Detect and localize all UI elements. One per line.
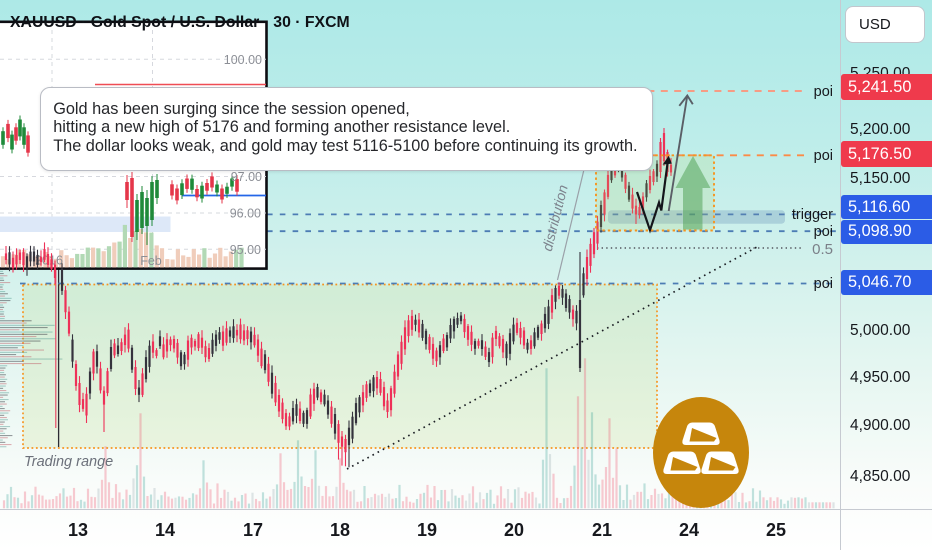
svg-text:97.00: 97.00	[231, 170, 262, 184]
svg-text:Trading range: Trading range	[24, 454, 113, 470]
svg-text:96.00: 96.00	[230, 207, 261, 221]
svg-text:95.00: 95.00	[230, 243, 261, 257]
svg-text:100.00: 100.00	[224, 53, 262, 67]
svg-text:Feb: Feb	[140, 254, 162, 268]
